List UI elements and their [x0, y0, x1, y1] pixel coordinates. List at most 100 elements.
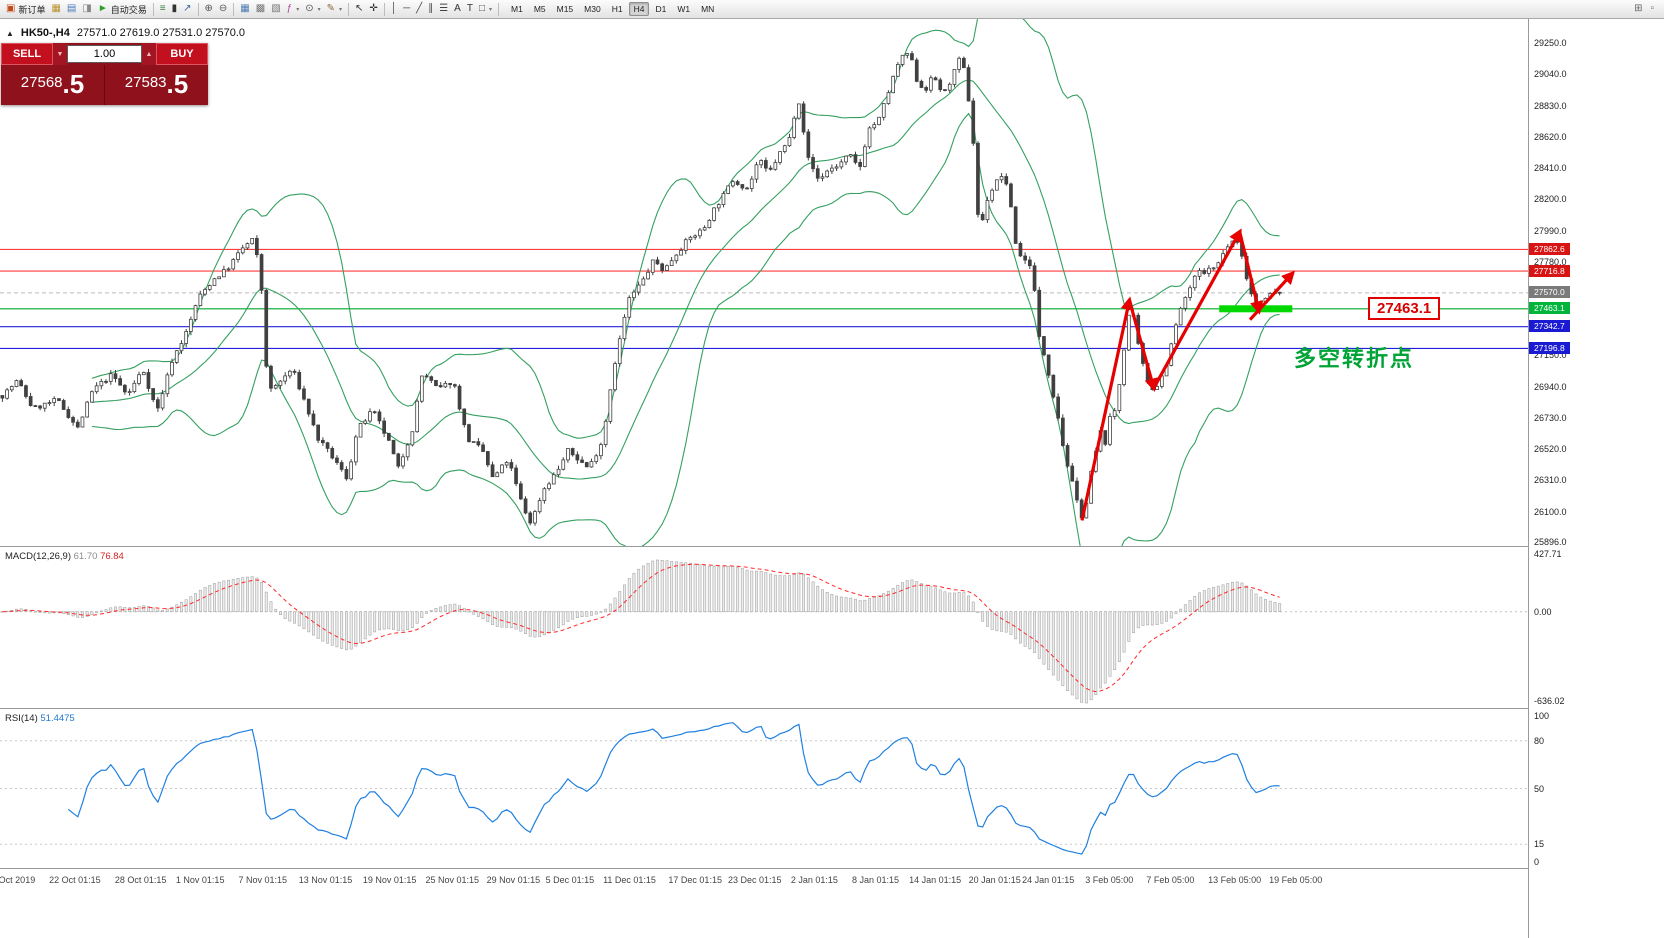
zoom-out-icon: ⊖ — [218, 3, 228, 14]
label-button[interactable]: T — [464, 2, 476, 17]
rsi-axis-label: 80 — [1534, 735, 1545, 746]
templates-button[interactable]: ✎ ▾ — [324, 2, 345, 17]
turning-point-note[interactable]: 多空转折点 — [1294, 346, 1415, 371]
cascade-windows-button[interactable]: ▩ — [253, 2, 268, 17]
timeframe-m5-button[interactable]: M5 — [533, 4, 546, 14]
sell-button[interactable]: SELL — [1, 43, 53, 65]
buy-price[interactable]: 27583.5 — [105, 65, 208, 105]
main-chart-canvas[interactable] — [0, 19, 1528, 546]
macd-axis-label: 0.00 — [1534, 606, 1552, 617]
zoom-in-button[interactable]: ⊕ — [202, 2, 216, 17]
order-widget-controls: SELL ▼ ▲ BUY — [1, 43, 208, 65]
shapes-button[interactable]: □ ▾ — [476, 2, 495, 17]
new-order-button-label: 新订单 — [18, 4, 46, 15]
auto-trading-button[interactable]: ► 自动交易 — [95, 2, 150, 17]
profiles-icon-button[interactable]: ▫ — [1647, 2, 1657, 17]
price-axis[interactable]: 29250.0 29040.0 28830.0 28620.0 28410.0 28200… — [1528, 19, 1664, 938]
volume-input[interactable] — [67, 45, 142, 63]
volume-decrease-button[interactable]: ▼ — [53, 43, 67, 65]
tile-windows-button[interactable]: ▦ — [237, 2, 252, 17]
time-label: 11 Dec 01:15 — [603, 875, 656, 885]
toolbar-separator — [152, 2, 154, 16]
cursor-icon: ↖ — [355, 3, 364, 14]
level-price-tag: 27716.8 — [1529, 264, 1570, 277]
time-label: 3 Feb 05:00 — [1085, 875, 1134, 885]
candlestick-type-button[interactable]: ▮ — [169, 2, 181, 17]
level-price-tag: 27196.8 — [1529, 341, 1570, 354]
time-label: 8 Jan 01:15 — [851, 875, 900, 885]
time-label: 22 Oct 01:15 — [49, 875, 101, 885]
arrange-windows-button[interactable]: ▧ — [268, 2, 283, 17]
price-tick: 26940.0 — [1534, 381, 1567, 392]
fibonacci-button[interactable]: ☰ — [436, 2, 451, 17]
toolbar-left: ▣ 新订单 ▦ ▤ ◨ ► 自动交易 ≡ ▮ ↗ ⊕ ⊖ ▦ ▩ ▧ ƒ ▾ ⊙ ▾ ✎ ▾ ↖ ✛ │ ─ ╱ ∥ ☰ A T □ ▾ — [3, 2, 502, 17]
timeframe-mn-button[interactable]: MN — [701, 4, 715, 14]
rsi-axis-label: 15 — [1534, 839, 1545, 850]
crosshair-button[interactable]: ✛ — [366, 2, 380, 17]
chevron-down-icon: ▾ — [317, 6, 321, 13]
rsi-timeaxis-separator — [0, 868, 1664, 869]
market-watch-icon-button[interactable]: ▤ — [64, 2, 79, 17]
text-icon: A — [454, 3, 461, 14]
periods-button[interactable]: ⊙ ▾ — [302, 2, 323, 17]
timeframe-m15-button[interactable]: M15 — [556, 4, 574, 14]
rsi-panel-canvas[interactable] — [0, 709, 1528, 868]
channel-button[interactable]: ∥ — [425, 2, 436, 17]
bar-chart-type-button[interactable]: ≡ — [157, 2, 169, 17]
timeframe-m1-button[interactable]: M1 — [511, 4, 523, 14]
macd-name: MACD(12,26,9) — [5, 551, 71, 562]
macd-panel-canvas[interactable] — [0, 547, 1528, 708]
cursor-button[interactable]: ↖ — [352, 2, 366, 17]
buy-button[interactable]: BUY — [156, 43, 208, 65]
volume-increase-button[interactable]: ▲ — [142, 43, 156, 65]
trendline-icon: ╱ — [416, 3, 423, 14]
horizontal-line-button[interactable]: ─ — [400, 2, 413, 17]
timeframe-h1-button[interactable]: H1 — [611, 4, 623, 14]
terminal-icon-button[interactable]: ◨ — [79, 2, 94, 17]
time-axis[interactable]: 16 Oct 2019 22 Oct 01:15 28 Oct 01:15 1 Nov… — [0, 869, 1528, 938]
crosshair-icon: ✛ — [369, 3, 378, 14]
new-order-icon: ▣ — [6, 3, 16, 14]
rsi-label: RSI(14) 51.4475 — [5, 713, 75, 724]
price-tick: 27150.0 — [1534, 350, 1567, 361]
time-label: 16 Oct 2019 — [0, 875, 36, 885]
chevron-down-icon: ▾ — [296, 6, 300, 13]
trend-arrow[interactable] — [1080, 228, 1296, 521]
new-chart-icon-button[interactable]: ⊞ — [1631, 2, 1645, 17]
toolbar-separator — [498, 2, 499, 16]
level-lines[interactable] — [0, 248, 1528, 349]
one-click-collapse-icon[interactable]: ▲ — [6, 28, 14, 38]
rsi-axis-label: 50 — [1534, 783, 1545, 794]
timeframe-m30-button[interactable]: M30 — [584, 4, 601, 14]
timeframe-w1-button[interactable]: W1 — [677, 4, 691, 14]
price-callout-box[interactable]: 27463.1 — [1368, 297, 1441, 320]
toolbar-separator — [233, 2, 235, 16]
charts-icon-icon: ▦ — [51, 3, 61, 14]
rsi-axis-label: 100 — [1534, 711, 1550, 721]
trendline-button[interactable]: ╱ — [413, 2, 425, 17]
timeframe-d1-button[interactable]: D1 — [655, 4, 667, 14]
time-label: 20 Jan 01:15 — [968, 875, 1021, 885]
fibonacci-icon: ☰ — [439, 3, 449, 14]
line-chart-type-button[interactable]: ↗ — [180, 2, 194, 17]
zoom-out-button[interactable]: ⊖ — [216, 2, 230, 17]
indicators-button[interactable]: ƒ ▾ — [284, 2, 303, 17]
chevron-down-icon: ▾ — [339, 6, 343, 13]
toolbar-separator — [383, 2, 385, 16]
arrange-windows-icon: ▧ — [271, 3, 281, 14]
rsi-name: RSI(14) — [5, 713, 38, 724]
time-label: 28 Oct 01:15 — [114, 875, 167, 885]
order-widget-divider — [104, 65, 105, 105]
vertical-line-button[interactable]: │ — [388, 2, 400, 17]
time-label: 1 Nov 01:15 — [175, 875, 225, 885]
new-order-button[interactable]: ▣ 新订单 — [3, 2, 48, 17]
timeframe-h4-button[interactable]: H4 — [628, 2, 650, 16]
text-button[interactable]: A — [451, 2, 464, 17]
charts-icon-button[interactable]: ▦ — [48, 2, 63, 17]
level-price-tag: 27862.6 — [1529, 242, 1570, 255]
price-tick: 29040.0 — [1534, 69, 1567, 80]
sell-price[interactable]: 27568.5 — [1, 65, 104, 105]
macd-rsi-separator[interactable] — [0, 708, 1664, 709]
main-macd-separator[interactable] — [0, 546, 1664, 547]
candlestick-series — [0, 51, 1282, 526]
